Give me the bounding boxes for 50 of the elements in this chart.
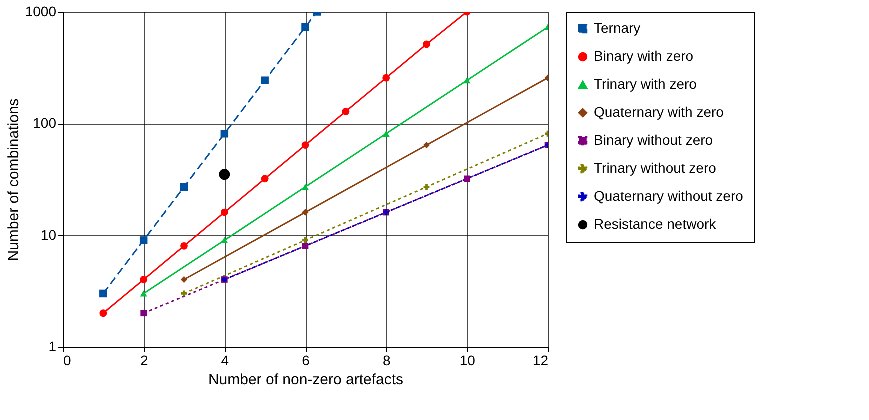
point <box>140 290 148 297</box>
point <box>100 290 108 298</box>
point <box>302 242 309 250</box>
point <box>382 74 390 82</box>
point <box>423 142 430 149</box>
x-tick-label: 2 <box>140 352 148 368</box>
point <box>261 76 269 84</box>
point <box>180 276 188 284</box>
point <box>342 108 350 116</box>
x-tick-label: 8 <box>382 352 391 368</box>
point <box>219 169 230 180</box>
x-tick-label: 6 <box>302 352 310 368</box>
point <box>140 276 148 284</box>
point <box>140 310 147 317</box>
point <box>220 208 228 216</box>
point <box>140 236 148 244</box>
legend-label: Binary without zero <box>594 132 714 148</box>
x-axis-title: Number of non-zero artefacts <box>208 372 404 388</box>
point <box>180 183 188 192</box>
point <box>464 176 470 182</box>
point <box>180 242 188 250</box>
y-tick-label: 100 <box>33 115 57 132</box>
y-tick-label: 10 <box>40 226 57 243</box>
legend-label: Ternary <box>594 20 641 36</box>
legend-label: Resistance network <box>594 216 718 232</box>
x-tick-label: 10 <box>460 352 476 368</box>
point <box>302 23 310 32</box>
point <box>424 184 430 190</box>
legend-label: Quaternary with zero <box>594 104 724 120</box>
y-axis-title: Number of combinations <box>5 98 22 262</box>
point <box>221 237 228 244</box>
legend-label: Trinary with zero <box>594 76 698 92</box>
point <box>464 78 471 84</box>
y-tick-label: 1000 <box>25 4 57 20</box>
point <box>302 142 310 150</box>
point <box>100 310 108 318</box>
point <box>382 130 390 137</box>
point <box>423 40 430 48</box>
x-tick-label: 12 <box>532 352 549 368</box>
legend-label: Quaternary without zero <box>594 188 744 204</box>
legend-label: Trinary without zero <box>594 160 717 176</box>
point <box>220 130 229 138</box>
point <box>302 184 310 190</box>
point <box>181 290 188 297</box>
y-tick-label: 1 <box>48 338 57 354</box>
x-tick-label: 4 <box>221 352 230 368</box>
x-tick-label: 0 <box>64 352 72 368</box>
point <box>261 175 269 183</box>
point <box>302 209 309 216</box>
legend-label: Binary with zero <box>594 48 694 64</box>
